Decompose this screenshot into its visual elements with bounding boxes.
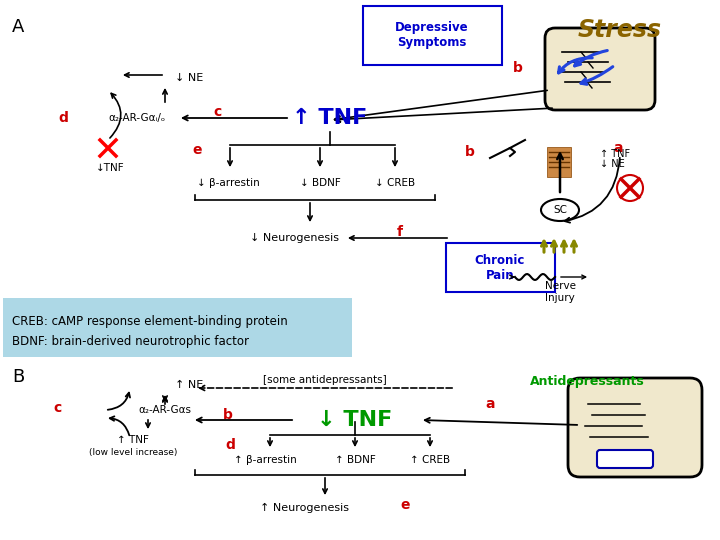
Text: ↓ NE: ↓ NE	[600, 159, 625, 169]
Text: B: B	[12, 368, 24, 386]
Text: ↓ CREB: ↓ CREB	[375, 178, 415, 188]
Text: [some antidepressants]: [some antidepressants]	[263, 375, 387, 385]
Text: ↑ TNF: ↑ TNF	[600, 149, 630, 159]
FancyBboxPatch shape	[363, 6, 502, 65]
Text: ↓TNF: ↓TNF	[96, 163, 125, 173]
Text: ↓ β-arrestin: ↓ β-arrestin	[197, 178, 259, 188]
Text: ↑ Neurogenesis: ↑ Neurogenesis	[261, 503, 349, 513]
FancyBboxPatch shape	[446, 243, 555, 292]
Text: ↑ TNF: ↑ TNF	[117, 435, 149, 445]
Text: e: e	[192, 143, 202, 157]
Text: ↓ BDNF: ↓ BDNF	[300, 178, 341, 188]
Text: b: b	[223, 408, 233, 422]
Text: b: b	[465, 145, 475, 159]
Text: Depressive
Symptoms: Depressive Symptoms	[395, 21, 469, 49]
FancyBboxPatch shape	[547, 147, 571, 177]
Text: e: e	[400, 498, 410, 512]
Text: d: d	[225, 438, 235, 452]
Text: ↓ TNF: ↓ TNF	[318, 410, 392, 430]
Text: Antidepressants: Antidepressants	[530, 375, 644, 388]
FancyBboxPatch shape	[545, 28, 655, 110]
Text: a: a	[485, 397, 495, 411]
Text: α₂-AR-Gαᵢ/ₒ: α₂-AR-Gαᵢ/ₒ	[109, 113, 166, 123]
Text: Nerve
Injury: Nerve Injury	[544, 281, 575, 303]
Text: ↑ TNF: ↑ TNF	[292, 108, 368, 128]
Text: Chronic
Pain: Chronic Pain	[474, 254, 525, 282]
Text: d: d	[58, 111, 68, 125]
FancyBboxPatch shape	[597, 450, 653, 468]
Text: BDNF: brain-derived neurotrophic factor: BDNF: brain-derived neurotrophic factor	[12, 335, 249, 348]
Text: α₂-AR-Gαs: α₂-AR-Gαs	[138, 405, 192, 415]
Text: ↑ CREB: ↑ CREB	[410, 455, 450, 465]
FancyBboxPatch shape	[568, 378, 702, 477]
Text: A: A	[12, 18, 24, 36]
Text: (low level increase): (low level increase)	[89, 449, 177, 457]
Text: ↑ NE: ↑ NE	[175, 380, 203, 390]
Text: CREB: cAMP response element-binding protein: CREB: cAMP response element-binding prot…	[12, 315, 288, 328]
Text: c: c	[214, 105, 222, 119]
Text: a: a	[613, 141, 623, 155]
FancyBboxPatch shape	[3, 298, 352, 357]
Text: f: f	[397, 225, 403, 239]
Text: b: b	[513, 61, 523, 75]
Text: ↑ β-arrestin: ↑ β-arrestin	[233, 455, 297, 465]
Text: c: c	[54, 401, 62, 415]
Text: ↓ Neurogenesis: ↓ Neurogenesis	[251, 233, 340, 243]
Ellipse shape	[541, 199, 579, 221]
Text: SC: SC	[553, 205, 567, 215]
Text: ↑ BDNF: ↑ BDNF	[335, 455, 375, 465]
Text: ↓ NE: ↓ NE	[175, 73, 203, 83]
Text: Stress: Stress	[578, 18, 662, 42]
